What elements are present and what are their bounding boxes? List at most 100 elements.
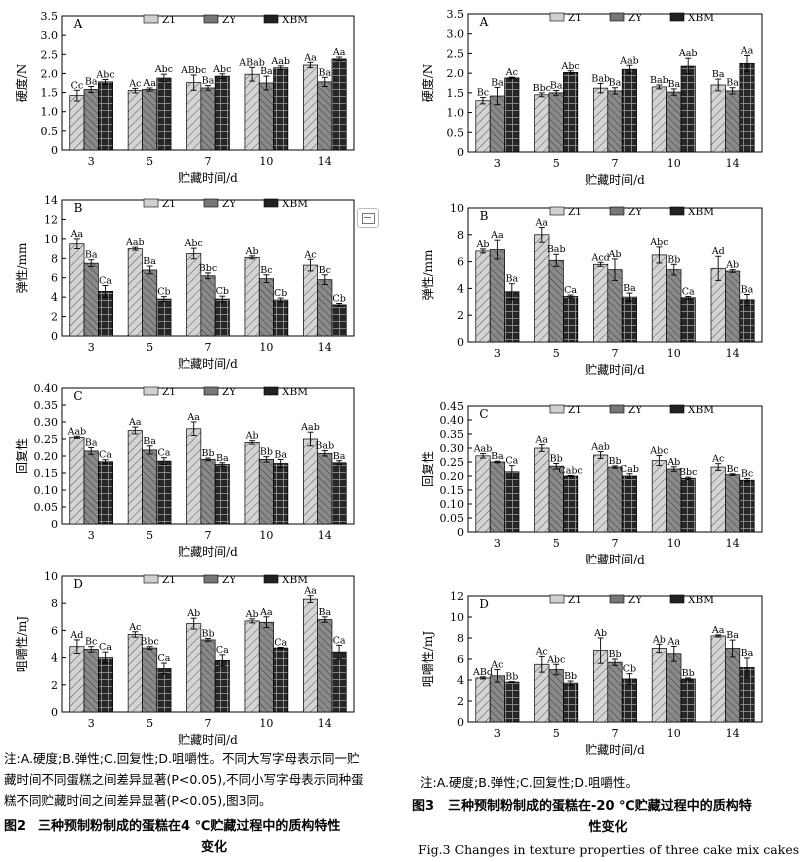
x-tick-label: 5 (146, 717, 153, 730)
significance-label: Ab (593, 628, 607, 639)
bar-xbm (98, 81, 114, 151)
legend-swatch-xbm (263, 198, 279, 208)
bar-z1 (710, 84, 726, 153)
y-tick-label: 0 (457, 716, 464, 729)
y-tick-label: 3.5 (447, 8, 465, 21)
significance-label: Abc (212, 64, 231, 75)
bar-z1 (475, 455, 491, 533)
significance-label: Bb (505, 672, 518, 683)
bar-xbm (98, 461, 114, 525)
bar-xbm (214, 659, 230, 713)
significance-label: Abc (95, 70, 114, 81)
bar-xbm (273, 647, 289, 713)
y-tick-label: 0.40 (440, 414, 465, 427)
legend-label-zy: ZY (628, 206, 643, 218)
y-tick-label: 2.0 (41, 67, 59, 80)
y-tick-label: 10 (450, 611, 464, 624)
significance-label: Aa (186, 412, 200, 423)
legend-swatch-z1 (143, 386, 159, 396)
bar-z1 (186, 428, 202, 525)
y-tick-label: 0 (457, 526, 464, 539)
expand-icon[interactable] (357, 208, 379, 228)
significance-label: Ab (245, 246, 259, 257)
y-axis-title: 回复性 (15, 438, 29, 474)
significance-label: Ac (535, 646, 548, 657)
significance-label: Bb (608, 649, 621, 660)
significance-label: Aab (270, 56, 290, 67)
bar-z1 (475, 677, 491, 723)
bar-xbm (273, 299, 289, 337)
figure-number: 图2 (4, 819, 27, 834)
significance-label: Ba (143, 436, 156, 447)
significance-label: Bbc (140, 637, 158, 648)
y-tick-label: 1.0 (41, 106, 59, 119)
significance-label: Ba (712, 69, 725, 80)
bar-zy (83, 262, 99, 337)
bar-xbm (214, 75, 230, 151)
y-tick-label: 14 (44, 194, 58, 207)
significance-label: Ad (69, 630, 83, 641)
significance-label: Cabc (558, 465, 582, 476)
legend-swatch-z1 (549, 12, 565, 22)
significance-label: Abc (154, 64, 173, 75)
significance-label: Ca (157, 653, 170, 664)
x-tick-label: 14 (318, 341, 332, 354)
x-tick-label: 10 (667, 157, 681, 170)
significance-label: Ba (726, 630, 739, 641)
significance-label: Abc (560, 61, 579, 72)
significance-label: Ba (85, 438, 98, 449)
y-tick-label: 1.5 (41, 87, 59, 100)
significance-label: Ba (609, 78, 622, 89)
bar-xbm (214, 298, 230, 337)
caption-title-line2: 变化 (200, 840, 227, 855)
bar-z1 (651, 460, 667, 533)
significance-label: Aa (740, 45, 754, 56)
significance-label: Aa (332, 47, 346, 58)
legend-swatch-z1 (549, 404, 565, 414)
y-tick-label: 1.0 (447, 107, 465, 120)
bar-z1 (127, 90, 143, 151)
bar-xbm (739, 62, 755, 153)
significance-label: Ba (260, 66, 273, 77)
y-tick-label: 0.5 (41, 125, 59, 138)
significance-label: Ba (274, 449, 287, 460)
bar-z1 (127, 248, 143, 337)
x-tick-label: 10 (259, 155, 273, 168)
note-line-1: 注:A.硬度;B.弹性;C.回复性;D.咀嚼性。不同大写字母表示同一贮 (4, 751, 360, 766)
legend-label-xbm: XBM (282, 386, 308, 398)
figure-3-caption: 图3 三种预制粉制成的蛋糕在-20 ℃贮藏过程中的质构特 性变化 (412, 796, 804, 838)
y-axis-title: 硬度/N (14, 64, 29, 103)
x-axis-title: 贮藏时间/d (178, 170, 238, 185)
y-tick-label: 4 (457, 674, 464, 687)
significance-label: Ba (318, 607, 331, 618)
bar-z1 (302, 438, 318, 525)
significance-label: Bb (667, 254, 680, 265)
bar-xbm (563, 475, 579, 533)
legend-label-z1: Z1 (162, 14, 176, 26)
x-axis-title: 贮藏时间/d (178, 544, 238, 559)
bar-zy (83, 89, 99, 151)
legend-swatch-zy (609, 404, 625, 414)
x-tick-label: 7 (205, 155, 212, 168)
significance-label: Ac (490, 660, 503, 671)
bar-z1 (186, 623, 202, 713)
y-tick-label: 0 (51, 330, 58, 343)
x-tick-label: 3 (494, 727, 501, 740)
x-tick-label: 3 (88, 155, 95, 168)
y-tick-label: 10 (44, 233, 58, 246)
significance-label: Aa (667, 636, 681, 647)
legend-swatch-xbm (263, 574, 279, 584)
significance-label: Ba (550, 80, 563, 91)
significance-label: Ca (564, 285, 577, 296)
significance-label: Ca (274, 637, 287, 648)
caption-title-line2: 性变化 (588, 820, 628, 835)
significance-label: Ba (333, 451, 346, 462)
bar-zy (725, 648, 741, 723)
significance-label: Bbc (533, 83, 551, 94)
significance-label: Aab (590, 442, 610, 453)
y-tick-label: 0 (457, 146, 464, 159)
legend-swatch-zy (203, 386, 219, 396)
y-tick-label: 12 (44, 213, 58, 226)
